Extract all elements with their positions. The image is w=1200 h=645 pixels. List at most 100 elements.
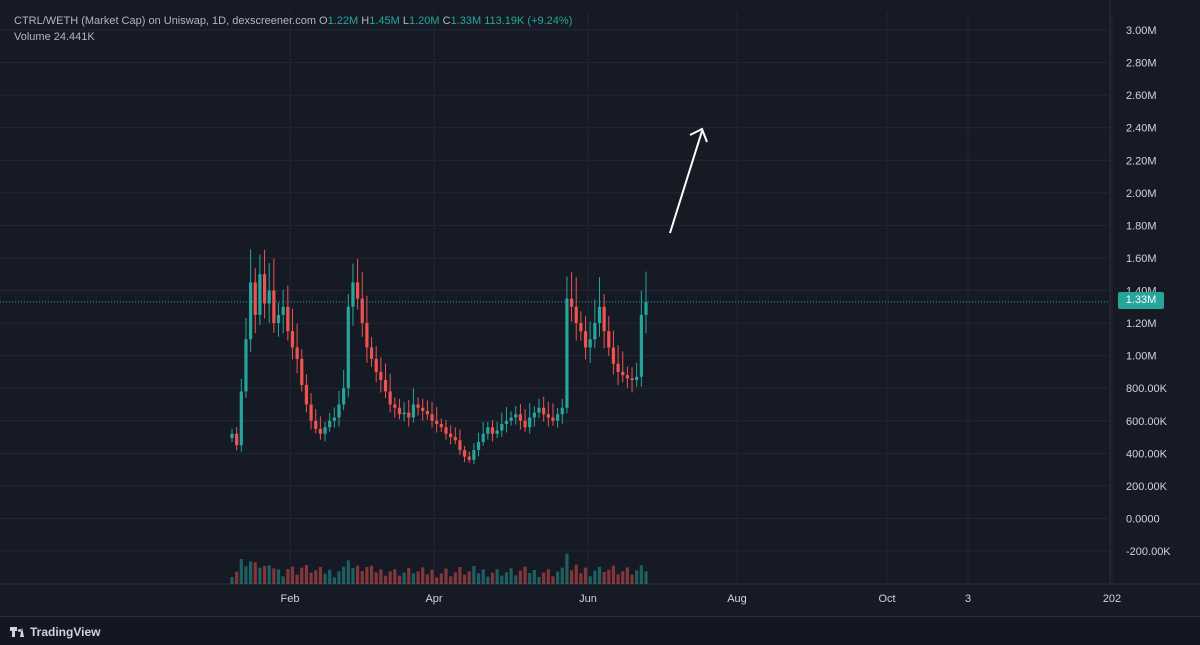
volume-bar <box>621 571 625 584</box>
volume-bar <box>435 577 439 584</box>
tradingview-logo[interactable]: TradingView <box>10 625 100 639</box>
candle-body <box>509 417 513 421</box>
volume-bar <box>416 571 420 584</box>
candle-body <box>593 323 597 340</box>
arrow-annotation <box>669 127 708 234</box>
volume-bar <box>486 576 490 584</box>
candle-body <box>309 404 313 421</box>
candle-body <box>583 331 588 348</box>
volume-bar <box>332 577 336 584</box>
candle-body <box>528 417 532 428</box>
candle-body <box>383 380 388 392</box>
volume-bar <box>462 574 467 584</box>
candle-body <box>295 347 299 359</box>
candle-body <box>425 410 429 415</box>
volume-bar <box>597 566 602 584</box>
low-value: 1.20M <box>408 15 440 27</box>
candle-body <box>495 430 499 434</box>
volume-bar <box>328 569 332 584</box>
candle-body <box>397 407 402 415</box>
volume-bar <box>258 567 262 584</box>
candle-body <box>365 323 369 348</box>
high-value: 1.45M <box>369 15 400 27</box>
volume-bar <box>425 574 429 584</box>
candle-body <box>602 306 606 332</box>
candle-body <box>560 407 564 415</box>
candle-body <box>416 404 420 408</box>
candle-body <box>402 412 406 415</box>
volume-bar <box>304 565 309 584</box>
volume-bar <box>383 575 388 584</box>
y-tick-label: 2.20M <box>1126 155 1157 167</box>
volume-bar <box>323 573 327 584</box>
volume-bar <box>644 571 648 584</box>
candle-body <box>290 331 295 348</box>
close-value: 1.33M <box>450 15 482 27</box>
y-tick-label: 3.00M <box>1126 25 1157 37</box>
candle-body <box>537 407 541 413</box>
time-axis[interactable]: Feb Apr Jun Aug Oct 3 202 <box>281 593 1122 605</box>
volume-bar <box>309 572 313 584</box>
candle-body <box>360 298 364 324</box>
volume-legend: Volume 24.441K <box>14 31 95 43</box>
volume-bar <box>314 570 318 584</box>
footer-bar: TradingView <box>0 616 1200 645</box>
volume-bar <box>588 576 592 584</box>
volume-bar <box>407 568 411 584</box>
volume-bar <box>286 569 290 584</box>
x-tick-label: Feb <box>281 593 300 605</box>
candle-body <box>286 306 290 332</box>
candle-body <box>569 298 574 307</box>
last-price-badge: 1.33M <box>1118 292 1164 309</box>
candle-body <box>272 290 276 324</box>
open-value: 1.22M <box>327 15 359 27</box>
candle-body <box>342 388 346 405</box>
y-tick-label: 2.60M <box>1126 90 1157 102</box>
volume-bar <box>542 572 546 584</box>
volume-bar <box>509 568 513 584</box>
candle-body <box>635 376 639 381</box>
candle-body <box>300 358 304 385</box>
volume-bar <box>290 566 295 584</box>
candlesticks <box>230 249 648 464</box>
volume-bar <box>439 573 443 584</box>
candle-body <box>639 314 643 377</box>
candle-body <box>388 391 392 405</box>
volume-bar <box>467 571 471 584</box>
x-tick-label: Apr <box>425 593 442 605</box>
volume-bar <box>472 566 476 584</box>
y-tick-label: 400.00K <box>1126 448 1168 460</box>
candle-body <box>369 347 374 359</box>
candle-body <box>579 323 583 332</box>
x-tick-label: Aug <box>727 593 747 605</box>
candle-body <box>346 306 350 389</box>
candle-body <box>597 306 602 324</box>
volume-bar <box>495 569 499 584</box>
x-tick-label: Oct <box>878 593 895 605</box>
volume-bar <box>300 567 304 584</box>
candle-body <box>486 427 490 434</box>
volume-bar <box>611 565 616 584</box>
y-tick-label: -200.00K <box>1126 546 1171 558</box>
volume-bar <box>374 572 378 584</box>
volume-bar <box>569 570 574 584</box>
chart-grid <box>0 0 1200 585</box>
price-axis[interactable]: 3.00M 2.80M 2.60M 2.40M 2.20M 2.00M 1.80M 1.60M… <box>1126 25 1171 558</box>
candle-body <box>230 433 234 439</box>
candle-body <box>518 414 523 421</box>
candle-body <box>407 412 411 418</box>
candle-body <box>318 428 322 434</box>
candle-body <box>411 404 416 418</box>
volume-label[interactable]: Volume <box>14 31 51 43</box>
y-tick-label: 1.60M <box>1126 253 1157 265</box>
tradingview-icon <box>10 627 24 637</box>
candle-body <box>532 412 536 418</box>
symbol-title[interactable]: CTRL/WETH (Market Cap) on Uniswap, 1D, d… <box>14 15 316 27</box>
candle-body <box>355 282 360 299</box>
candle-body <box>523 420 527 428</box>
candle-body <box>616 363 620 372</box>
candle-body <box>267 290 271 304</box>
volume-bar <box>528 573 532 584</box>
y-tick-label: 600.00K <box>1126 416 1168 428</box>
